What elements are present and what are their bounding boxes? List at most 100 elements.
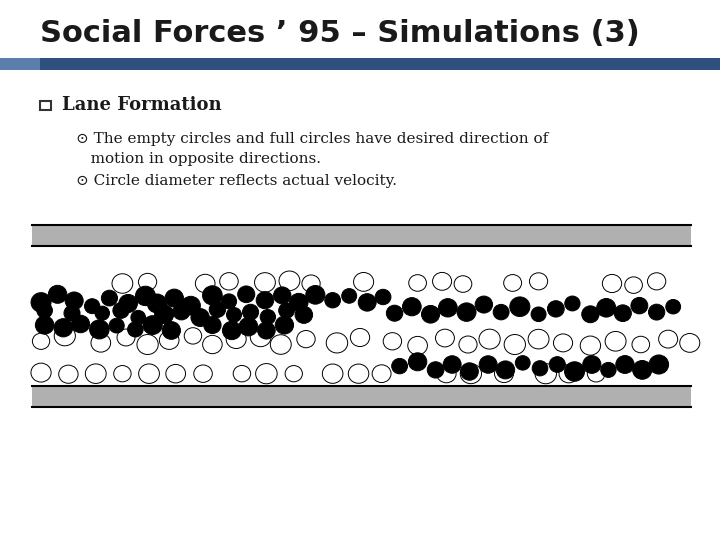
Ellipse shape bbox=[184, 328, 202, 344]
Ellipse shape bbox=[256, 363, 277, 384]
Ellipse shape bbox=[582, 356, 601, 373]
Text: motion in opposite directions.: motion in opposite directions. bbox=[76, 152, 320, 166]
Ellipse shape bbox=[173, 303, 190, 320]
Ellipse shape bbox=[131, 310, 145, 325]
Text: ⊙ The empty circles and full circles have desired direction of: ⊙ The empty circles and full circles hav… bbox=[76, 132, 548, 146]
Ellipse shape bbox=[72, 315, 89, 333]
Ellipse shape bbox=[632, 336, 649, 353]
Ellipse shape bbox=[31, 293, 51, 312]
Ellipse shape bbox=[302, 275, 320, 292]
Ellipse shape bbox=[325, 293, 341, 308]
Ellipse shape bbox=[649, 304, 665, 320]
Ellipse shape bbox=[256, 292, 274, 309]
Ellipse shape bbox=[260, 309, 276, 325]
Ellipse shape bbox=[647, 273, 666, 290]
Ellipse shape bbox=[113, 302, 129, 319]
Bar bbox=[40, 101, 51, 110]
Text: Lane Formation: Lane Formation bbox=[62, 96, 222, 114]
Ellipse shape bbox=[210, 301, 225, 318]
Bar bbox=[40, 58, 720, 70]
Ellipse shape bbox=[496, 361, 515, 379]
Ellipse shape bbox=[31, 363, 51, 382]
Ellipse shape bbox=[181, 296, 200, 315]
Ellipse shape bbox=[616, 355, 634, 374]
Ellipse shape bbox=[631, 298, 648, 314]
Text: ⊙ Circle diameter reflects actual velocity.: ⊙ Circle diameter reflects actual veloci… bbox=[76, 174, 397, 188]
Ellipse shape bbox=[383, 333, 402, 350]
Ellipse shape bbox=[165, 289, 184, 307]
Ellipse shape bbox=[437, 364, 456, 383]
Ellipse shape bbox=[504, 274, 521, 292]
Ellipse shape bbox=[139, 364, 159, 383]
Ellipse shape bbox=[137, 335, 158, 354]
Ellipse shape bbox=[427, 362, 444, 378]
Ellipse shape bbox=[251, 327, 271, 347]
Ellipse shape bbox=[504, 334, 526, 355]
Ellipse shape bbox=[191, 308, 210, 327]
Ellipse shape bbox=[342, 288, 356, 303]
Ellipse shape bbox=[226, 330, 246, 348]
Ellipse shape bbox=[258, 322, 275, 339]
Ellipse shape bbox=[633, 361, 652, 379]
Ellipse shape bbox=[35, 316, 54, 334]
Ellipse shape bbox=[479, 329, 500, 349]
Ellipse shape bbox=[408, 336, 428, 355]
Ellipse shape bbox=[433, 272, 451, 291]
Ellipse shape bbox=[204, 316, 221, 334]
Ellipse shape bbox=[605, 332, 626, 351]
Ellipse shape bbox=[559, 364, 579, 383]
Ellipse shape bbox=[194, 365, 212, 382]
Ellipse shape bbox=[127, 322, 143, 337]
Ellipse shape bbox=[202, 286, 222, 305]
Ellipse shape bbox=[348, 364, 369, 383]
Ellipse shape bbox=[564, 296, 580, 311]
Ellipse shape bbox=[582, 306, 599, 323]
Ellipse shape bbox=[89, 320, 109, 339]
Ellipse shape bbox=[202, 335, 222, 354]
Ellipse shape bbox=[95, 306, 109, 320]
Ellipse shape bbox=[119, 294, 138, 313]
Text: Social Forces ’ 95 – Simulations (3): Social Forces ’ 95 – Simulations (3) bbox=[40, 19, 639, 48]
Ellipse shape bbox=[112, 274, 132, 293]
Ellipse shape bbox=[54, 319, 73, 337]
Ellipse shape bbox=[531, 307, 546, 322]
Ellipse shape bbox=[166, 364, 186, 383]
Ellipse shape bbox=[135, 286, 156, 306]
Ellipse shape bbox=[195, 274, 215, 293]
Ellipse shape bbox=[547, 301, 564, 317]
Ellipse shape bbox=[86, 364, 106, 383]
Bar bbox=[32, 225, 691, 246]
Ellipse shape bbox=[495, 365, 513, 382]
Ellipse shape bbox=[375, 289, 391, 305]
Ellipse shape bbox=[588, 366, 605, 382]
Ellipse shape bbox=[614, 305, 631, 321]
Ellipse shape bbox=[402, 298, 421, 316]
Ellipse shape bbox=[64, 305, 80, 321]
Ellipse shape bbox=[59, 365, 78, 383]
Ellipse shape bbox=[270, 335, 292, 354]
Ellipse shape bbox=[295, 306, 312, 323]
Ellipse shape bbox=[351, 328, 369, 347]
Ellipse shape bbox=[227, 307, 241, 322]
Ellipse shape bbox=[220, 273, 238, 290]
Ellipse shape bbox=[285, 366, 302, 382]
Ellipse shape bbox=[114, 366, 131, 382]
Ellipse shape bbox=[143, 316, 162, 334]
Ellipse shape bbox=[438, 299, 457, 317]
Ellipse shape bbox=[233, 366, 251, 382]
Ellipse shape bbox=[323, 364, 343, 383]
Ellipse shape bbox=[475, 296, 492, 313]
Ellipse shape bbox=[510, 297, 530, 316]
Ellipse shape bbox=[255, 273, 275, 292]
Ellipse shape bbox=[480, 356, 497, 373]
Ellipse shape bbox=[91, 334, 111, 352]
Ellipse shape bbox=[460, 364, 482, 383]
Ellipse shape bbox=[222, 321, 241, 340]
Ellipse shape bbox=[48, 285, 67, 303]
Ellipse shape bbox=[65, 292, 84, 309]
Ellipse shape bbox=[493, 305, 509, 320]
Ellipse shape bbox=[580, 336, 600, 355]
Ellipse shape bbox=[454, 276, 472, 292]
Ellipse shape bbox=[32, 333, 50, 349]
Ellipse shape bbox=[354, 273, 374, 291]
